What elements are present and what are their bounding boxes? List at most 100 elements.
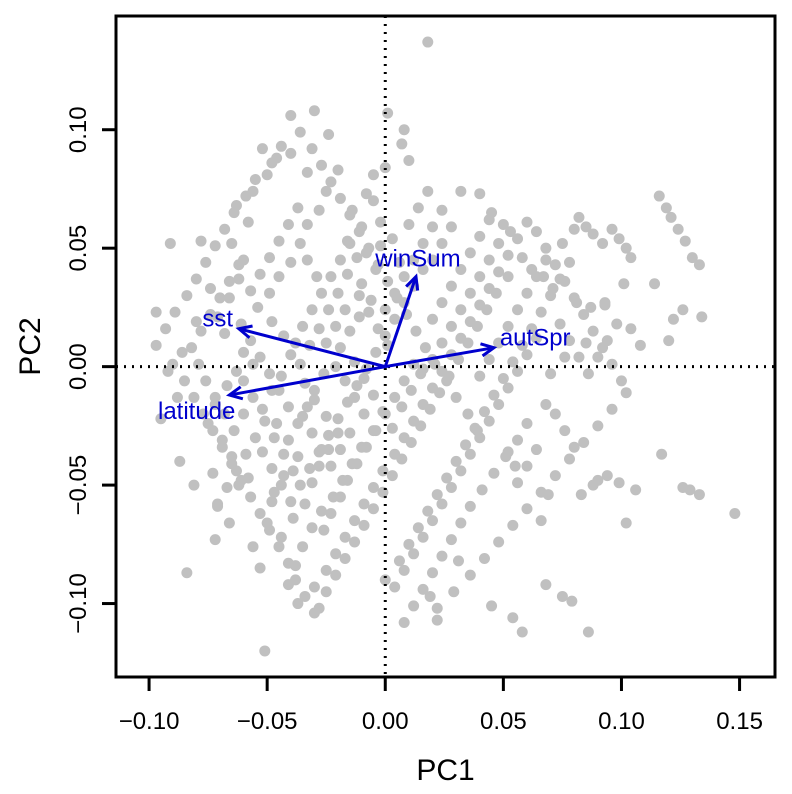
scatter-point [382,275,394,287]
scatter-point [238,346,250,358]
scatter-point [297,410,309,422]
scatter-point [559,425,571,437]
scatter-point [474,271,486,283]
scatter-point [226,237,238,249]
scatter-point [219,327,231,339]
scatter-point [351,458,363,470]
scatter-point [445,221,457,233]
scatter-point [193,358,205,370]
scatter-point [164,237,176,249]
scatter-point [214,292,226,304]
scatter-point [599,297,611,309]
scatter-point [367,481,379,493]
scatter-point [264,368,276,380]
scatter-point [450,391,462,403]
scatter-point [512,434,524,446]
scatter-point [292,451,304,463]
scatter-point [582,368,594,380]
scatter-point [729,508,741,520]
scatter-point [209,391,221,403]
x-tick-label: 0.00 [362,708,409,735]
scatter-point [256,446,268,458]
arrow-shaft [238,327,386,369]
scatter-point [436,204,448,216]
scatter-point [516,252,528,264]
scatter-point [301,218,313,230]
scatter-point [379,330,391,342]
scatter-point [254,508,266,520]
scatter-point [493,536,505,548]
scatter-point [606,403,618,415]
scatter-point [455,264,467,276]
scatter-point [339,375,351,387]
scatter-point [677,304,689,316]
scatter-point [344,209,356,221]
scatter-point [403,538,415,550]
scatter-point [474,188,486,200]
scatter-point [412,522,424,534]
scatter-point [252,301,264,313]
scatter-point [587,325,599,337]
scatter-point [469,422,481,434]
scatter-point [410,325,422,337]
scatter-point [386,470,398,482]
scatter-point [521,460,533,472]
y-tick-label: −0.10 [65,573,92,634]
scatter-point [483,254,495,266]
scatter-point [306,522,318,534]
scatter-point [455,465,467,477]
scatter-point [160,323,172,335]
scatter-point [358,372,370,384]
scatter-point [320,337,332,349]
scatter-point [556,237,568,249]
scatter-point [549,470,561,482]
scatter-point [344,237,356,249]
scatter-point [398,375,410,387]
scatter-point [256,403,268,415]
scatter-point [216,441,228,453]
scatter-point [278,470,290,482]
scatter-point [431,614,443,626]
scatter-point [325,508,337,520]
scatter-point [507,519,519,531]
scatter-point [606,358,618,370]
scatter-point [287,512,299,524]
scatter-point [580,337,592,349]
scatter-point [389,287,401,299]
scatter-point [488,389,500,401]
scatter-point [582,626,594,638]
scatter-point [315,287,327,299]
scatter-point [436,237,448,249]
arrow-latitude: latitude [158,365,386,425]
scatter-point [504,226,516,238]
scatter-point [334,342,346,354]
scatter-point [415,368,427,380]
scatter-point [332,427,344,439]
scatter-point [386,233,398,245]
scatter-point [306,304,318,316]
scatter-point [620,517,632,529]
scatter-point [554,273,566,285]
x-axis-title: PC1 [416,754,474,787]
scatter-point [625,252,637,264]
scatter-point [393,555,405,567]
scatter-point [625,323,637,335]
scatter-point [436,297,448,309]
scatter-point [445,481,457,493]
scatter-point [228,425,240,437]
scatter-point [212,498,224,510]
scatter-point [273,541,285,553]
scatter-point [240,448,252,460]
arrow-sst: sst [202,306,386,369]
scatter-point [509,460,521,472]
scatter-point [578,436,590,448]
scatter-point [403,155,415,167]
scatter-point [436,550,448,562]
scatter-point [282,434,294,446]
scatter-point [656,448,668,460]
scatter-point [330,361,342,373]
scatter-point [377,406,389,418]
scatter-point [320,586,332,598]
scatter-point [507,356,519,368]
scatter-point [282,218,294,230]
